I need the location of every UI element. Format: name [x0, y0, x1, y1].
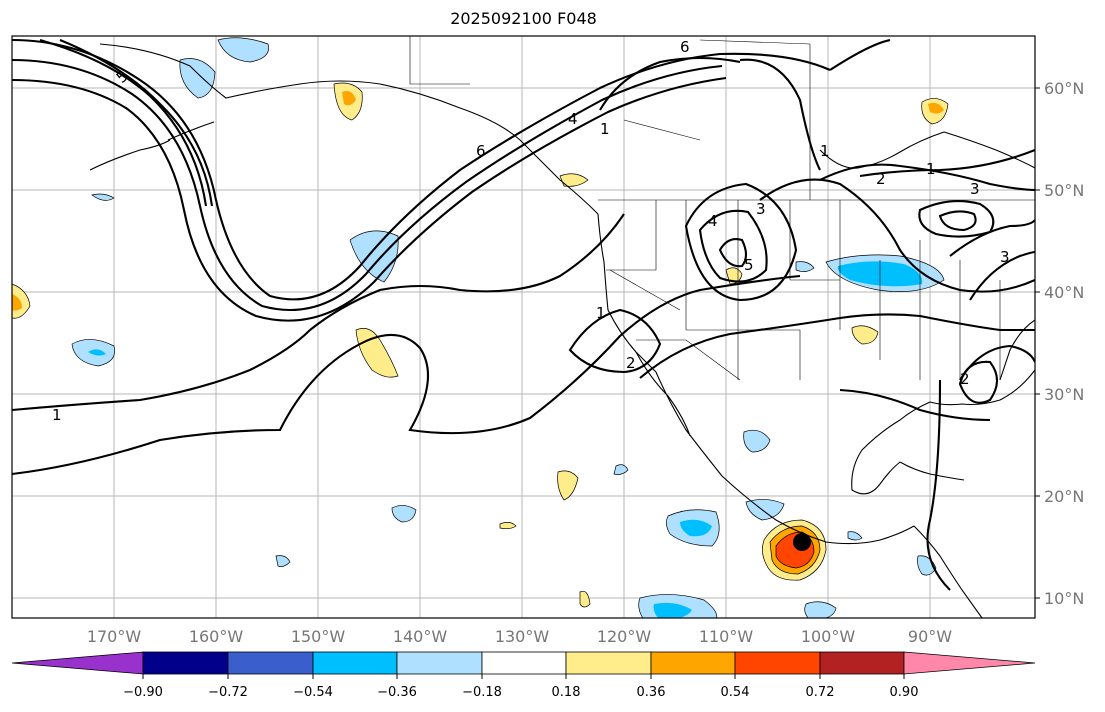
- contour-label: 2: [876, 170, 886, 188]
- lon-label: 100°W: [801, 627, 856, 646]
- colorbar-segment: [312, 651, 398, 675]
- colorbar-segment: [396, 651, 483, 675]
- colorbar-tick-label: −0.54: [293, 685, 333, 700]
- colorbar-segment: [481, 651, 567, 675]
- contour-label: 1: [600, 120, 610, 138]
- coastlines: [89, 43, 1035, 618]
- contour-label: 1: [52, 406, 62, 424]
- colorbar-segment: [142, 651, 229, 675]
- contour-label: 2: [626, 354, 636, 372]
- lat-label: 60°N: [1044, 79, 1084, 98]
- lat-label: 20°N: [1044, 487, 1084, 506]
- colorbar-segment: [565, 651, 652, 675]
- contour-label: 4: [568, 110, 578, 128]
- blue-blob-plains-2: [795, 261, 815, 272]
- colorbar-ticks: −0.90 −0.72 −0.54 −0.36 −0.18 0.18 0.36 …: [123, 674, 918, 700]
- contour-label: 1: [596, 304, 606, 322]
- longitude-labels: 170°W 160°W 150°W 140°W 130°W 120°W 110°…: [87, 627, 952, 646]
- lon-label: 90°W: [908, 627, 952, 646]
- colorbar-tick-label: −0.36: [377, 685, 417, 700]
- yellow-blob-epac-2: [499, 522, 517, 530]
- contour-label: 1: [820, 142, 830, 160]
- colorbar-tick-label: −0.18: [462, 685, 502, 700]
- lon-label: 140°W: [393, 627, 448, 646]
- yellow-blob-plains: [851, 325, 879, 345]
- political-borders: [409, 36, 1035, 381]
- map-title: 2025092100 F048: [450, 9, 597, 28]
- colorbar-segment: [227, 651, 314, 675]
- contour-label: 4: [708, 212, 718, 230]
- colorbar-segment: [650, 651, 736, 675]
- lon-label: 120°W: [597, 627, 652, 646]
- contour-label: 3: [970, 180, 980, 198]
- contour-label-layer: 5 6 4 1 6 1 3 4 5 1 3 2 1 3 2 2 1: [52, 38, 1010, 424]
- lat-label: 50°N: [1044, 181, 1084, 200]
- lon-label: 130°W: [495, 627, 550, 646]
- colorbar-tick-label: 0.18: [552, 685, 581, 700]
- contour-label: 5: [744, 256, 754, 274]
- lon-label: 110°W: [699, 627, 754, 646]
- colorbar: [11, 651, 1036, 675]
- colorbar-max-extension: [903, 651, 1036, 675]
- blue-blob-alaska: [217, 37, 269, 63]
- colorbar-tick-label: 0.90: [890, 685, 919, 700]
- lon-label: 150°W: [291, 627, 346, 646]
- contour-label: 1: [926, 160, 936, 178]
- shaded-fields: [12, 37, 949, 618]
- lon-label: 170°W: [87, 627, 142, 646]
- blue-blob-hawaii-3: [613, 464, 629, 475]
- colorbar-tick-label: 0.54: [721, 685, 750, 700]
- lon-label: 160°W: [189, 627, 244, 646]
- lat-label: 40°N: [1044, 283, 1084, 302]
- colorbar-tick-label: −0.90: [123, 685, 163, 700]
- contour-label: 2: [960, 370, 970, 388]
- contour-label: 3: [756, 200, 766, 218]
- contour-lines: [12, 38, 1035, 591]
- blue-blob-aleutian: [179, 58, 216, 99]
- contour-label: 6: [680, 38, 690, 56]
- yellow-blob-bc: [559, 173, 589, 187]
- blue-blob-epac-2: [745, 499, 785, 521]
- blue-blob-mexico: [743, 429, 771, 453]
- storm-center-marker: [793, 533, 811, 551]
- blue-blob-small: [91, 193, 115, 201]
- contour-label: 3: [1000, 248, 1010, 266]
- lat-label: 30°N: [1044, 385, 1084, 404]
- blue-blob-epac-4: [804, 601, 837, 618]
- gridlines: [12, 36, 1035, 618]
- blue-blob-gulf: [349, 230, 399, 283]
- map-frame: [11, 35, 1036, 619]
- colorbar-segment: [819, 651, 905, 675]
- blue-blob-hawaii: [391, 505, 417, 523]
- lat-label: 10°N: [1044, 589, 1084, 608]
- yellow-blob-epac: [557, 470, 579, 501]
- blue-blob-central-am-2: [847, 531, 863, 541]
- colorbar-tick-label: −0.72: [208, 685, 248, 700]
- latitude-labels: 60°N 50°N 40°N 30°N 20°N 10°N: [1035, 79, 1084, 608]
- blue-blob-hawaii-2: [275, 555, 291, 567]
- colorbar-tick-label: 0.36: [637, 685, 666, 700]
- colorbar-min-extension: [11, 651, 144, 675]
- yellow-blob-epac-3: [579, 590, 591, 608]
- colorbar-tick-label: 0.72: [806, 685, 835, 700]
- colorbar-segment: [734, 651, 821, 675]
- contour-label: 6: [476, 142, 486, 160]
